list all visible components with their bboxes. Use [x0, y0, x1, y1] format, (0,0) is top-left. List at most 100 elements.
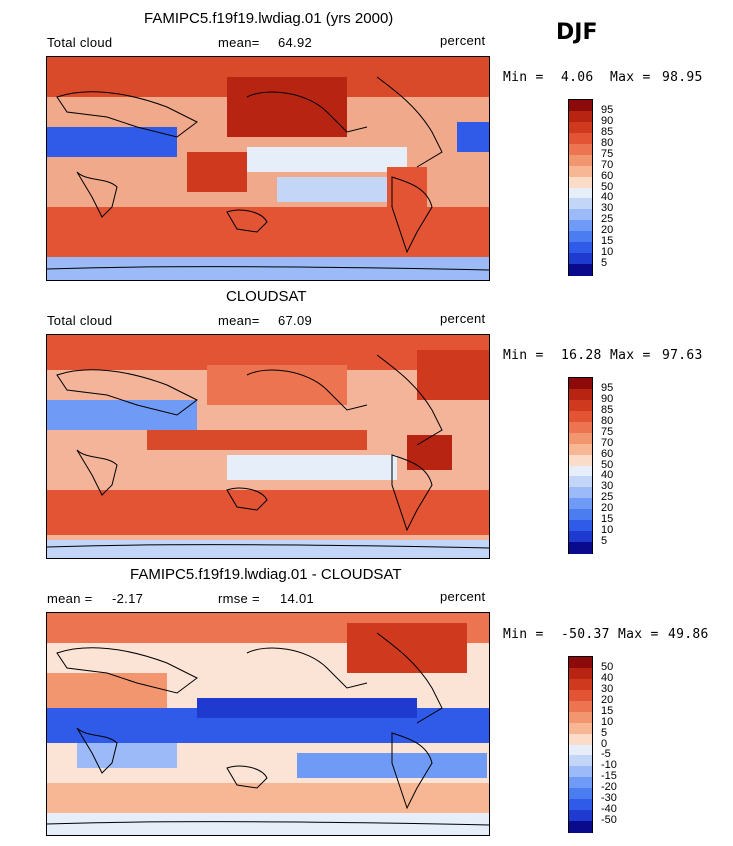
colorbar-bin: [569, 399, 592, 412]
colorbar-tick-label: 70: [601, 436, 614, 449]
colorbar-bin: [569, 657, 592, 669]
colorbar-tick-label: 60: [601, 447, 614, 460]
map-obs-field: [47, 335, 489, 558]
colorbar-tick-label: 90: [601, 114, 614, 127]
colorbar-tick-label: 10: [601, 715, 614, 728]
colorbar-obs: 95 90 85 80 75 70 60 50 40 30 25 20 15 10 5: [568, 377, 613, 554]
rmse-value-diff: 14.01: [280, 591, 315, 606]
colorbar-bin: [569, 520, 592, 532]
mean-value-diff: -2.17: [112, 591, 144, 606]
colorbar-tick-label: 90: [601, 392, 614, 405]
colorbar-tick-label: 40: [601, 671, 614, 684]
colorbar-bin: [569, 777, 592, 789]
map-obs: [46, 334, 490, 559]
colorbar-tick-label: 30: [601, 480, 614, 493]
min-label-obs: Min =: [503, 348, 544, 363]
colorbar-tick-label: 5: [601, 257, 608, 270]
colorbar-bin: [569, 176, 592, 188]
colorbar-tick-label: 50: [601, 180, 614, 193]
colorbar-bin: [569, 421, 592, 434]
colorbar-tick-label: 30: [601, 202, 614, 215]
colorbar-tick-label: 95: [601, 103, 614, 116]
colorbar-bin: [569, 821, 592, 833]
mean-label-obs: mean=: [218, 313, 260, 328]
units-label-diff: percent: [440, 589, 486, 604]
colorbar-bin: [569, 432, 592, 445]
colorbar-bin: [569, 154, 592, 167]
colorbar-bin: [569, 531, 592, 543]
colorbar-bin: [569, 187, 592, 199]
colorbar-tick-label: 70: [601, 158, 614, 171]
colorbar-tick-label: 0: [601, 737, 608, 750]
colorbar-bin: [569, 667, 592, 680]
colorbar-bin: [569, 209, 592, 221]
colorbar-tick-label: 30: [601, 682, 614, 695]
colorbar-tick-label: -30: [601, 792, 617, 805]
units-label-obs: percent: [440, 311, 486, 326]
colorbar-bin: [569, 443, 592, 456]
colorbar-bin: [569, 220, 592, 232]
map-model: [46, 56, 490, 281]
mean-label-diff: mean =: [47, 591, 93, 606]
colorbar-tick-label: 60: [601, 169, 614, 182]
colorbar-bin: [569, 733, 592, 745]
colorbar-bin: [569, 509, 592, 521]
colorbar-bin: [569, 165, 592, 178]
colorbar-bin: [569, 498, 592, 510]
mean-value-model: 64.92: [278, 35, 313, 50]
colorbar-bin: [569, 810, 592, 822]
colorbar-bin: [569, 465, 592, 477]
colorbar-tick-label: 50: [601, 660, 614, 673]
colorbar-bin: [569, 711, 592, 724]
colorbar-bin: [569, 788, 592, 800]
colorbar-tick-label: 40: [601, 191, 614, 204]
max-label-model: Max =: [610, 70, 651, 85]
colorbar-tick-label: 5: [601, 726, 608, 739]
colorbar-tick-label: -5: [601, 748, 611, 761]
mean-label-model: mean=: [218, 35, 260, 50]
colorbar-tick-label: 85: [601, 125, 614, 138]
colorbar-tick-label: 75: [601, 147, 614, 160]
colorbar-bin: [569, 198, 592, 210]
colorbar-tick-label: -15: [601, 770, 617, 783]
colorbar-bin: [569, 542, 592, 554]
map-model-field: [47, 57, 489, 280]
colorbar-bin: [569, 799, 592, 811]
colorbar-bin: [569, 378, 592, 390]
colorbar-tick-label: 20: [601, 224, 614, 237]
colorbar-bin: [569, 487, 592, 499]
colorbar-tick-label: 10: [601, 246, 614, 259]
season-label: DJF: [556, 20, 598, 45]
colorbar-tick-label: 80: [601, 136, 614, 149]
panel-title-obs: CLOUDSAT: [226, 288, 307, 305]
colorbar-tick-label: 95: [601, 381, 614, 394]
colorbar-bin: [569, 766, 592, 778]
rmse-label-diff: rmse =: [218, 591, 260, 606]
colorbar-bin: [569, 242, 592, 254]
map-diff-field: [47, 613, 489, 835]
max-value-obs: 97.63: [662, 348, 703, 363]
colorbar-bin: [569, 132, 592, 145]
colorbar-bin: [569, 755, 592, 767]
colorbar-tick-label: 10: [601, 524, 614, 537]
colorbar-tick-label: 25: [601, 491, 614, 504]
colorbar-diff: 50 40 30 20 15 10 5 0 -5 -10 -15 -20 -30 -40 -50: [568, 656, 617, 833]
min-label-diff: Min =: [503, 627, 544, 642]
min-label-model: Min =: [503, 70, 544, 85]
colorbar-tick-label: 80: [601, 414, 614, 427]
colorbar-bin: [569, 689, 592, 702]
variable-label-obs: Total cloud: [47, 313, 113, 328]
colorbar-model: 95 90 85 80 75 70 60 50 40 30 25 20 15 10 5: [568, 99, 613, 276]
max-label-obs: Max =: [610, 348, 651, 363]
mean-value-obs: 67.09: [278, 313, 313, 328]
colorbar-tick-label: -20: [601, 781, 617, 794]
colorbar-tick-label: -10: [601, 759, 617, 772]
max-label-diff: Max =: [618, 627, 659, 642]
colorbar-tick-label: 75: [601, 425, 614, 438]
colorbar-tick-label: 85: [601, 403, 614, 416]
colorbar-tick-label: 40: [601, 469, 614, 482]
colorbar-tick-label: 5: [601, 535, 608, 548]
colorbar-tick-label: 20: [601, 502, 614, 515]
colorbar-bin: [569, 110, 592, 123]
min-value-model: 4.06: [561, 70, 594, 85]
